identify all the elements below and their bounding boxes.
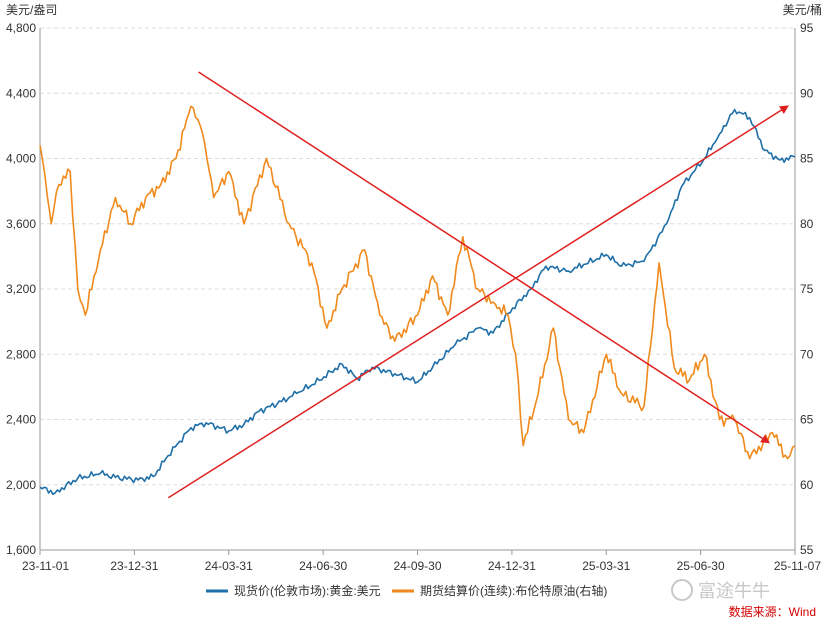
left-axis-unit: 美元/盎司	[6, 3, 57, 17]
right-axis-tick-label: 95	[800, 21, 814, 35]
right-axis-tick-label: 75	[800, 282, 814, 296]
right-axis-tick-label: 65	[800, 413, 814, 427]
x-axis-tick-label: 24-09-30	[393, 559, 441, 573]
x-axis-tick-label: 25-11-07	[774, 559, 821, 573]
x-axis-tick-label: 24-12-31	[488, 559, 536, 573]
brent-oil-series-line	[39, 105, 796, 460]
right-axis-tick-label: 85	[800, 152, 814, 166]
grid-lines	[39, 27, 796, 555]
right-axis-tick-labels: 55 60 65 70 75 80 85 90 95	[800, 21, 814, 557]
left-axis-tick-label: 4,400	[6, 86, 36, 100]
x-axis-tick-label: 23-11-01	[22, 559, 69, 573]
legend-label-gold: 现货价(伦敦市场):黄金:美元	[234, 583, 381, 598]
right-axis-unit: 美元/桶	[783, 2, 822, 17]
annotation-layer	[167, 71, 789, 499]
left-axis-tick-label: 3,600	[6, 217, 36, 231]
x-axis-tick-label: 24-06-30	[299, 559, 347, 573]
left-axis-tick-labels: 1,600 2,000 2,400 2,800 3,200 3,600 4,000 4,400…	[6, 21, 36, 557]
watermark: 富途牛牛	[671, 579, 770, 601]
left-axis-tick-label: 4,000	[6, 152, 36, 166]
gold-price-series-line	[39, 108, 796, 496]
left-axis-tick-label: 4,800	[6, 21, 36, 35]
left-axis-tick-label: 2,400	[6, 413, 36, 427]
uptrend-arrow	[167, 105, 789, 499]
x-axis-tick-label: 25-06-30	[677, 559, 725, 573]
legend-label-brent: 期货结算价(连续):布伦特原油(右轴)	[420, 583, 607, 598]
right-axis-tick-label: 55	[800, 543, 814, 557]
source-text: 数据来源：Wind	[729, 604, 816, 619]
right-axis-tick-label: 70	[800, 347, 814, 361]
legend: 现货价(伦敦市场):黄金:美元 期货结算价(连续):布伦特原油(右轴)	[206, 583, 607, 598]
x-axis-tick-label: 24-03-31	[205, 559, 253, 573]
x-axis-tick-label: 23-12-31	[110, 559, 158, 573]
x-axis-tick-label: 25-03-31	[582, 559, 630, 573]
left-axis-tick-label: 1,600	[6, 543, 36, 557]
series-layer	[39, 105, 796, 496]
downtrend-arrow	[198, 71, 771, 444]
right-axis-tick-label: 80	[800, 217, 814, 231]
left-axis-tick-label: 2,800	[6, 347, 36, 361]
right-axis-tick-label: 60	[800, 478, 814, 492]
watermark-text: 富途牛牛	[698, 581, 770, 601]
x-axis-tick-labels: 23-11-01 23-12-31 24-03-31 24-06-30 24-09-30…	[22, 559, 821, 573]
left-axis-tick-label: 2,000	[6, 478, 36, 492]
watermark-logo-icon	[671, 579, 693, 601]
left-axis-tick-label: 3,200	[6, 282, 36, 296]
right-axis-tick-label: 90	[800, 86, 814, 100]
